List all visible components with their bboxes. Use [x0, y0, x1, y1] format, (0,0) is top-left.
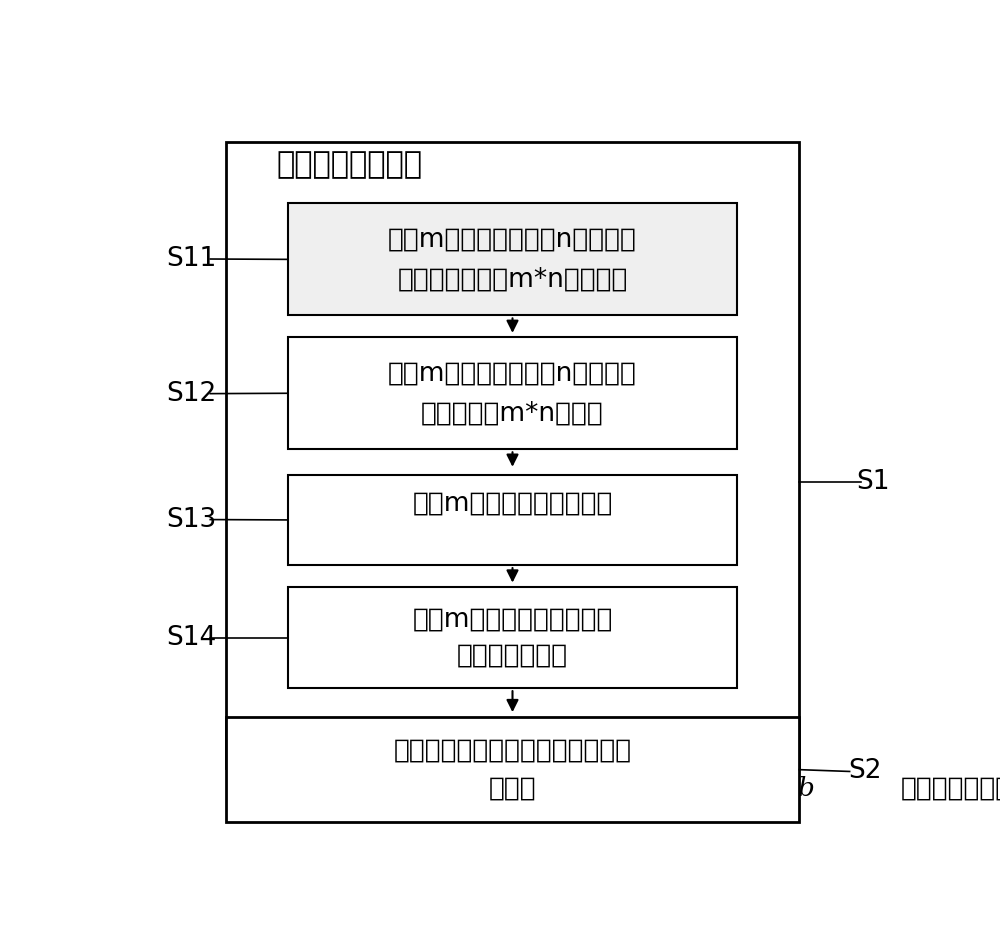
- FancyBboxPatch shape: [288, 475, 737, 565]
- FancyBboxPatch shape: [288, 203, 737, 316]
- FancyBboxPatch shape: [226, 717, 799, 822]
- FancyBboxPatch shape: [288, 337, 737, 449]
- FancyBboxPatch shape: [226, 142, 799, 768]
- Text: S12: S12: [166, 381, 216, 407]
- Text: S2: S2: [848, 759, 882, 785]
- Text: b: b: [797, 776, 814, 801]
- Text: 根据m个焦距采样点对应的: 根据m个焦距采样点对应的: [412, 606, 613, 633]
- Text: 获取当前焦距下的: 获取当前焦距下的: [276, 150, 422, 180]
- Text: 计算m个焦距采样点、n个物距采: 计算m个焦距采样点、n个物距采: [388, 360, 637, 386]
- Text: 距下的: 距下的: [489, 776, 536, 802]
- Text: S1: S1: [856, 469, 890, 495]
- Text: 值计算出聚焦值: 值计算出聚焦值: [901, 776, 1000, 802]
- Text: 计算m个焦距采样点对应的: 计算m个焦距采样点对应的: [412, 491, 613, 517]
- Text: S14: S14: [166, 624, 216, 650]
- Text: 样点以及对应的m*n个聚焦值: 样点以及对应的m*n个聚焦值: [397, 267, 628, 292]
- Text: 根据当前焦距下的像距以及当前焦: 根据当前焦距下的像距以及当前焦: [393, 738, 632, 764]
- Text: 到当前焦距下的: 到当前焦距下的: [457, 643, 568, 668]
- Text: S11: S11: [166, 246, 216, 272]
- Text: 获取m个焦距采样点、n个物距采: 获取m个焦距采样点、n个物距采: [388, 227, 637, 252]
- Text: 样点对应的m*n个像距: 样点对应的m*n个像距: [421, 400, 604, 427]
- FancyBboxPatch shape: [288, 587, 737, 688]
- Text: S13: S13: [166, 507, 216, 533]
